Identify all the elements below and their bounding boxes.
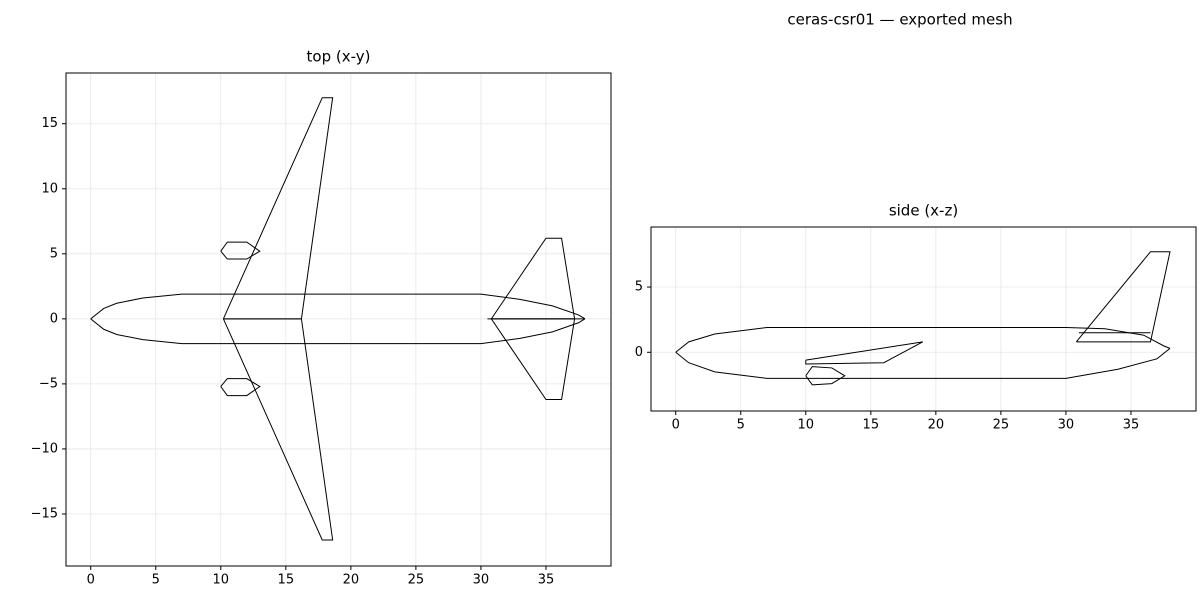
axes-title: side (x-z): [889, 202, 958, 220]
x-tick-label: 30: [1058, 418, 1075, 433]
x-tick-label: 5: [152, 573, 160, 588]
axes-frame: [650, 226, 1197, 412]
y-tick-label: −15: [31, 506, 58, 521]
mesh-line: [490, 318, 576, 400]
x-tick-label: 25: [408, 573, 425, 588]
x-tick-label: 5: [737, 418, 745, 433]
x-tick-label: 10: [213, 573, 230, 588]
y-tick-label: 10: [41, 181, 58, 196]
mesh-line: [90, 318, 586, 345]
mesh-line: [490, 237, 576, 320]
x-tick-label: 35: [1123, 418, 1140, 433]
mesh-line: [1075, 251, 1171, 343]
mesh-line: [675, 347, 1171, 379]
x-tick-label: 25: [993, 418, 1010, 433]
x-tick-label: 15: [863, 418, 880, 433]
y-tick-label: −10: [31, 441, 58, 456]
mesh-line: [805, 341, 924, 365]
x-tick-label: 10: [798, 418, 815, 433]
mesh-line: [90, 293, 586, 320]
mesh-line: [220, 378, 261, 397]
y-tick-label: 5: [50, 246, 58, 261]
mesh-line: [220, 241, 261, 260]
mesh-line: [805, 366, 846, 386]
x-tick-label: 20: [928, 418, 945, 433]
x-tick-label: 20: [343, 573, 360, 588]
y-tick-label: 15: [41, 116, 58, 131]
x-tick-label: 30: [473, 573, 490, 588]
mesh-line: [675, 326, 1171, 353]
x-tick-label: 0: [87, 573, 95, 588]
x-tick-label: 15: [278, 573, 295, 588]
x-tick-label: 0: [672, 418, 680, 433]
y-tick-label: 5: [635, 280, 643, 295]
y-tick-label: −5: [39, 376, 58, 391]
axes-frame: [65, 72, 612, 567]
mesh-line: [222, 97, 334, 320]
y-tick-label: 0: [635, 345, 643, 360]
x-tick-label: 35: [538, 573, 555, 588]
axes-title: top (x-y): [307, 48, 371, 66]
figure-title: ceras-csr01 — exported mesh: [787, 11, 1012, 29]
mesh-line: [222, 318, 334, 541]
y-tick-label: 0: [50, 311, 58, 326]
